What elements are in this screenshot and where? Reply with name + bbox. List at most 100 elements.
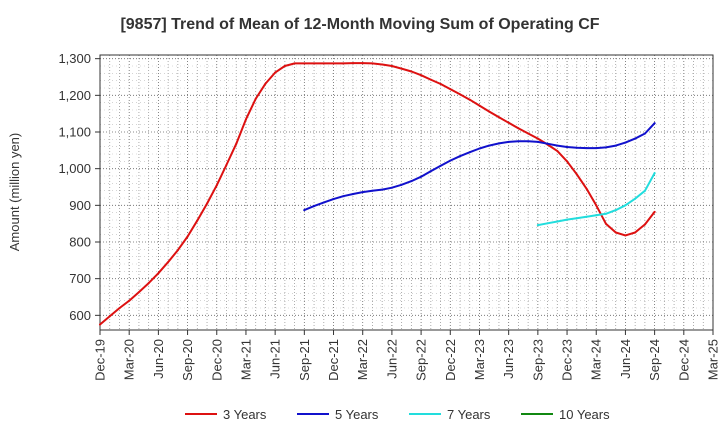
data-point	[546, 222, 549, 225]
data-point	[429, 170, 432, 173]
data-point	[614, 209, 617, 212]
data-point	[566, 146, 568, 148]
data-point	[235, 142, 238, 145]
data-point	[517, 127, 520, 130]
data-point	[527, 140, 530, 143]
data-point	[575, 173, 578, 176]
data-point	[186, 235, 189, 238]
data-point	[653, 122, 656, 125]
data-point	[585, 187, 588, 190]
chart-title: [9857] Trend of Mean of 12-Month Moving …	[120, 16, 599, 33]
x-tick-label: Dec-24	[676, 339, 691, 381]
plot-border	[99, 54, 714, 331]
x-tick-label: Mar-22	[355, 339, 370, 380]
x-tick-label: Mar-24	[589, 339, 604, 380]
data-point	[644, 223, 646, 226]
data-point	[400, 183, 403, 186]
data-point	[556, 150, 559, 153]
data-point	[137, 291, 140, 294]
legend: 3 Years 5 Years 7 Years 10 Years	[185, 407, 610, 422]
data-point	[196, 219, 199, 222]
data-point	[517, 140, 520, 143]
data-point	[313, 62, 315, 65]
data-point	[527, 132, 530, 135]
data-point	[536, 137, 539, 140]
data-point	[313, 205, 315, 208]
data-point	[176, 249, 179, 252]
data-point	[614, 231, 617, 234]
y-tick-label: 1,100	[58, 125, 91, 140]
data-point	[624, 141, 627, 144]
data-point	[604, 222, 607, 225]
data-point	[585, 147, 588, 150]
data-point	[439, 164, 442, 167]
data-point	[215, 184, 218, 187]
x-tick-label: Jun-20	[151, 339, 166, 379]
y-tick-label: 900	[69, 198, 91, 213]
x-tick-label: Jun-24	[618, 339, 633, 379]
data-point	[536, 224, 539, 227]
data-point	[303, 209, 306, 212]
data-point	[507, 121, 510, 124]
x-tick-label: Sep-21	[297, 339, 312, 381]
y-tick-label: 1,000	[58, 161, 91, 176]
data-point	[488, 110, 491, 113]
data-point	[468, 151, 471, 154]
data-point	[468, 98, 471, 101]
data-point	[429, 78, 432, 81]
data-point	[614, 144, 617, 147]
legend-label-2: 5 Years	[335, 407, 379, 422]
x-tick-label: Dec-23	[560, 339, 575, 381]
x-tick-label: Dec-19	[93, 339, 108, 381]
data-point	[390, 65, 393, 67]
data-point	[254, 98, 257, 100]
data-point	[381, 63, 384, 66]
data-point	[575, 217, 578, 220]
data-point	[585, 215, 588, 218]
data-point	[108, 315, 111, 318]
data-point	[458, 93, 461, 96]
data-point	[556, 220, 559, 223]
data-point	[604, 212, 607, 215]
x-tick-label: Dec-22	[443, 339, 458, 381]
data-point	[283, 65, 286, 67]
legend-label-4: 10 Years	[559, 407, 610, 422]
x-tick-label: Dec-21	[326, 339, 341, 381]
data-point	[624, 204, 627, 207]
data-point	[595, 204, 598, 207]
data-point	[458, 155, 461, 158]
data-point	[157, 272, 160, 275]
data-point	[225, 164, 228, 166]
data-point	[488, 144, 491, 147]
x-tick-label: Mar-25	[706, 339, 720, 380]
data-point	[167, 261, 169, 264]
data-point	[245, 118, 247, 121]
data-point	[400, 67, 403, 70]
data-point	[595, 214, 598, 217]
data-point	[449, 159, 452, 162]
data-point	[498, 142, 500, 145]
data-point	[342, 195, 345, 198]
data-point	[118, 307, 121, 309]
x-tick-label: Dec-20	[209, 339, 224, 381]
x-tick-label: Sep-23	[530, 339, 545, 381]
data-point	[128, 299, 131, 302]
data-point	[644, 189, 646, 192]
data-point	[322, 62, 325, 65]
data-point	[352, 62, 355, 65]
x-tick-label: Jun-22	[384, 339, 399, 379]
data-point	[634, 197, 637, 200]
data-point	[332, 198, 335, 201]
data-point	[264, 82, 267, 85]
data-point	[478, 147, 481, 150]
data-point	[566, 160, 568, 163]
legend-label-1: 3 Years	[223, 407, 267, 422]
data-point	[507, 140, 510, 143]
x-tick-label: Sep-20	[180, 339, 195, 381]
plot-area: 600 700 800 900 1,000 1,100 1,200 1,300 Dec-19 Ma…	[58, 51, 720, 381]
x-tick-label: Jun-23	[501, 339, 516, 379]
data-point	[449, 88, 452, 91]
series-line-1	[99, 62, 656, 326]
data-point	[371, 189, 374, 192]
